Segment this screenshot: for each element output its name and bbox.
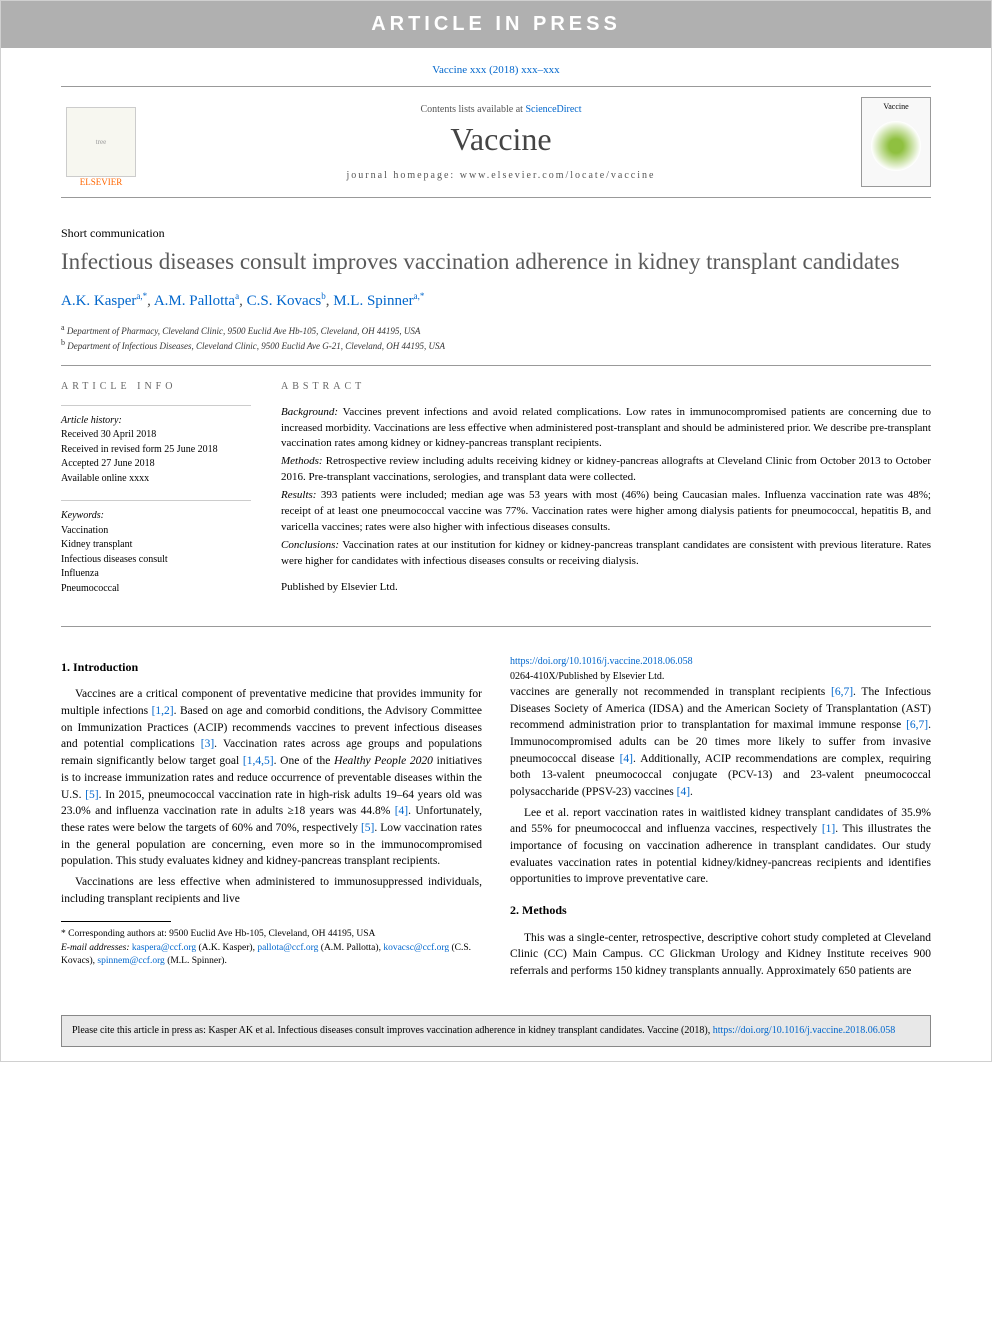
info-abstract-row: ARTICLE INFO Article history: Received 3… bbox=[61, 365, 931, 627]
email-link[interactable]: spinnem@ccf.org bbox=[97, 956, 164, 966]
ref-link[interactable]: [1] bbox=[822, 823, 835, 835]
ref-link[interactable]: [1,4,5] bbox=[243, 755, 274, 767]
body-paragraph: Vaccinations are less effective when adm… bbox=[61, 874, 482, 907]
email-link[interactable]: kaspera@ccf.org bbox=[132, 943, 196, 953]
email-link[interactable]: kovacsc@ccf.org bbox=[383, 943, 449, 953]
body-paragraph: Vaccines are a critical component of pre… bbox=[61, 686, 482, 869]
homepage-line: journal homepage: www.elsevier.com/locat… bbox=[153, 170, 849, 181]
ref-link[interactable]: [5] bbox=[85, 789, 98, 801]
journal-cover-thumb[interactable]: Vaccine bbox=[861, 97, 931, 187]
keywords-block: Keywords: Vaccination Kidney transplant … bbox=[61, 500, 251, 596]
elsevier-logo[interactable]: tree ELSEVIER bbox=[61, 97, 141, 187]
elsevier-tree-icon: tree bbox=[66, 107, 136, 177]
author: M.L. Spinnera,* bbox=[333, 293, 424, 309]
ref-link[interactable]: [3] bbox=[201, 738, 214, 750]
doi-block: https://doi.org/10.1016/j.vaccine.2018.0… bbox=[510, 655, 931, 684]
ref-link[interactable]: [4] bbox=[677, 786, 690, 798]
ref-link[interactable]: [1,2] bbox=[152, 705, 174, 717]
section-1-head: 1. Introduction bbox=[61, 659, 482, 676]
article-info-column: ARTICLE INFO Article history: Received 3… bbox=[61, 380, 251, 610]
ref-link[interactable]: [4] bbox=[620, 753, 633, 765]
ref-link[interactable]: [4] bbox=[395, 805, 408, 817]
footer-doi-link[interactable]: https://doi.org/10.1016/j.vaccine.2018.0… bbox=[713, 1025, 896, 1036]
section-2-head: 2. Methods bbox=[510, 902, 931, 919]
body-paragraph: This was a single-center, retrospective,… bbox=[510, 930, 931, 980]
abstract-column: ABSTRACT Background: Vaccines prevent in… bbox=[281, 380, 931, 610]
author: C.S. Kovacsb bbox=[247, 293, 326, 309]
abstract-head: ABSTRACT bbox=[281, 380, 931, 395]
history-block: Article history: Received 30 April 2018 … bbox=[61, 405, 251, 487]
author-list: A.K. Kaspera,*, A.M. Pallottaa, C.S. Kov… bbox=[61, 291, 931, 310]
article-type: Short communication bbox=[61, 226, 931, 241]
article-info-head: ARTICLE INFO bbox=[61, 380, 251, 395]
top-citation: Vaccine xxx (2018) xxx–xxx bbox=[1, 48, 991, 86]
header-center: Contents lists available at ScienceDirec… bbox=[153, 104, 849, 181]
top-citation-link[interactable]: Vaccine xxx (2018) xxx–xxx bbox=[432, 64, 559, 76]
journal-name: Vaccine bbox=[153, 121, 849, 158]
article-in-press-banner: ARTICLE IN PRESS bbox=[1, 1, 991, 48]
body-columns: 1. Introduction Vaccines are a critical … bbox=[61, 655, 931, 981]
footnote-separator bbox=[61, 921, 171, 922]
contents-line: Contents lists available at ScienceDirec… bbox=[153, 104, 849, 115]
affiliations: a Department of Pharmacy, Cleveland Clin… bbox=[61, 322, 931, 353]
sciencedirect-link[interactable]: ScienceDirect bbox=[525, 104, 581, 115]
ref-link[interactable]: [5] bbox=[361, 822, 374, 834]
article-body: Short communication Infectious diseases … bbox=[1, 198, 991, 1001]
cover-image-icon bbox=[871, 121, 921, 171]
page-container: ARTICLE IN PRESS Vaccine xxx (2018) xxx–… bbox=[0, 0, 992, 1062]
ref-link[interactable]: [6,7] bbox=[906, 719, 928, 731]
cite-footer: Please cite this article in press as: Ka… bbox=[61, 1015, 931, 1047]
author: A.M. Pallottaa bbox=[154, 293, 239, 309]
article-title: Infectious diseases consult improves vac… bbox=[61, 247, 931, 277]
ref-link[interactable]: [6,7] bbox=[831, 686, 853, 698]
email-link[interactable]: pallota@ccf.org bbox=[257, 943, 318, 953]
elsevier-label: ELSEVIER bbox=[80, 177, 123, 187]
homepage-url[interactable]: www.elsevier.com/locate/vaccine bbox=[460, 170, 656, 181]
doi-link[interactable]: https://doi.org/10.1016/j.vaccine.2018.0… bbox=[510, 656, 693, 667]
banner-text: ARTICLE IN PRESS bbox=[371, 13, 621, 35]
author: A.K. Kaspera,* bbox=[61, 293, 147, 309]
body-paragraph: vaccines are generally not recommended i… bbox=[510, 684, 931, 801]
journal-header: tree ELSEVIER Contents lists available a… bbox=[61, 86, 931, 198]
body-paragraph: Lee et al. report vaccination rates in w… bbox=[510, 805, 931, 888]
footnotes: * Corresponding authors at: 9500 Euclid … bbox=[61, 928, 482, 968]
publisher-line: Published by Elsevier Ltd. bbox=[281, 580, 931, 596]
